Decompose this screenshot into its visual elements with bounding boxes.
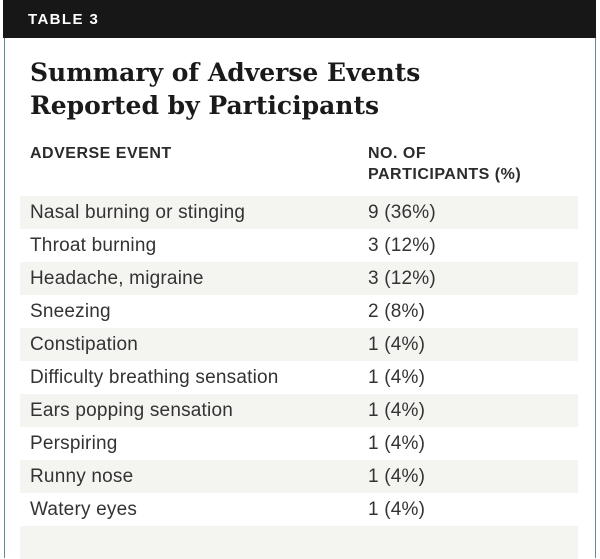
participants-count-cell: 3 (12%) — [368, 234, 436, 256]
table-row: Throat burning 3 (12%) — [20, 229, 578, 262]
table-title-line2: Reported by Participants — [30, 91, 380, 120]
adverse-event-cell: Sneezing — [30, 300, 111, 322]
column-header-adverse-event: ADVERSE EVENT — [30, 145, 172, 162]
adverse-event-cell: Runny nose — [30, 465, 134, 487]
adverse-event-cell: Watery eyes — [30, 498, 138, 520]
adverse-event-cell: Perspiring — [30, 432, 118, 454]
participants-count-cell: 1 (4%) — [368, 465, 426, 487]
table-title: Summary of Adverse Events Reported by Par… — [30, 56, 420, 122]
table-body: Nasal burning or stinging 9 (36%) Throat b… — [20, 196, 578, 559]
table-row: Nasal burning or stinging 9 (36%) — [20, 196, 578, 229]
table-title-line1: Summary of Adverse Events — [30, 58, 421, 87]
participants-count-cell: 1 (4%) — [368, 432, 426, 454]
table-row: Sneezing 2 (8%) — [20, 295, 578, 328]
table-row: Difficulty breathing sensation 1 (4%) — [20, 361, 578, 394]
table-row: Runny nose 1 (4%) — [20, 460, 578, 493]
column-header-participants: NO. OF PARTICIPANTS (%) — [368, 143, 558, 185]
column-header-participants-line2: PARTICIPANTS (%) — [368, 166, 522, 183]
participants-count-cell: 1 (4%) — [368, 498, 426, 520]
participants-count-cell: 1 (4%) — [368, 366, 426, 388]
participants-count-cell: 2 (8%) — [368, 300, 426, 322]
participants-count-cell: 1 (4%) — [368, 333, 426, 355]
table-row: Watery eyes 1 (4%) — [20, 493, 578, 526]
table-number-bar: TABLE 3 — [3, 0, 596, 38]
table-row: Headache, migraine 3 (12%) — [20, 262, 578, 295]
table-row-partial — [20, 526, 578, 559]
adverse-event-cell: Nasal burning or stinging — [30, 201, 246, 223]
participants-count-cell: 1 (4%) — [368, 399, 426, 421]
adverse-event-cell: Headache, migraine — [30, 267, 204, 289]
adverse-event-cell: Constipation — [30, 333, 139, 355]
adverse-event-cell: Difficulty breathing sensation — [30, 366, 279, 388]
table-row: Perspiring 1 (4%) — [20, 427, 578, 460]
adverse-event-cell: Ears popping sensation — [30, 399, 233, 421]
table-figure-page: { "header_bar": { "label": "TABLE 3" }, … — [3, 0, 596, 559]
participants-count-cell: 3 (12%) — [368, 267, 436, 289]
participants-count-cell: 9 (36%) — [368, 201, 436, 223]
table-row: Ears popping sensation 1 (4%) — [20, 394, 578, 427]
table-row: Constipation 1 (4%) — [20, 328, 578, 361]
table-number-label: TABLE 3 — [28, 10, 100, 28]
column-header-participants-line1: NO. OF — [368, 145, 427, 162]
adverse-event-cell: Throat burning — [30, 234, 157, 256]
